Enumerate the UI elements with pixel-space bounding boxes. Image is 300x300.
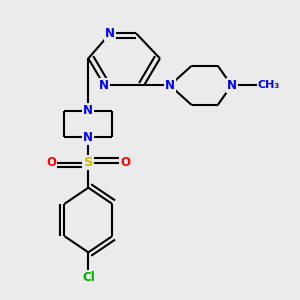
Text: CH₃: CH₃ (257, 80, 280, 90)
Text: N: N (83, 104, 93, 117)
Text: N: N (99, 79, 109, 92)
Text: N: N (165, 79, 175, 92)
Text: N: N (83, 131, 93, 144)
Text: Cl: Cl (82, 271, 95, 284)
Text: N: N (226, 79, 237, 92)
Text: S: S (83, 156, 93, 169)
Text: N: N (105, 27, 115, 40)
Text: O: O (120, 156, 130, 169)
Text: O: O (46, 156, 56, 169)
